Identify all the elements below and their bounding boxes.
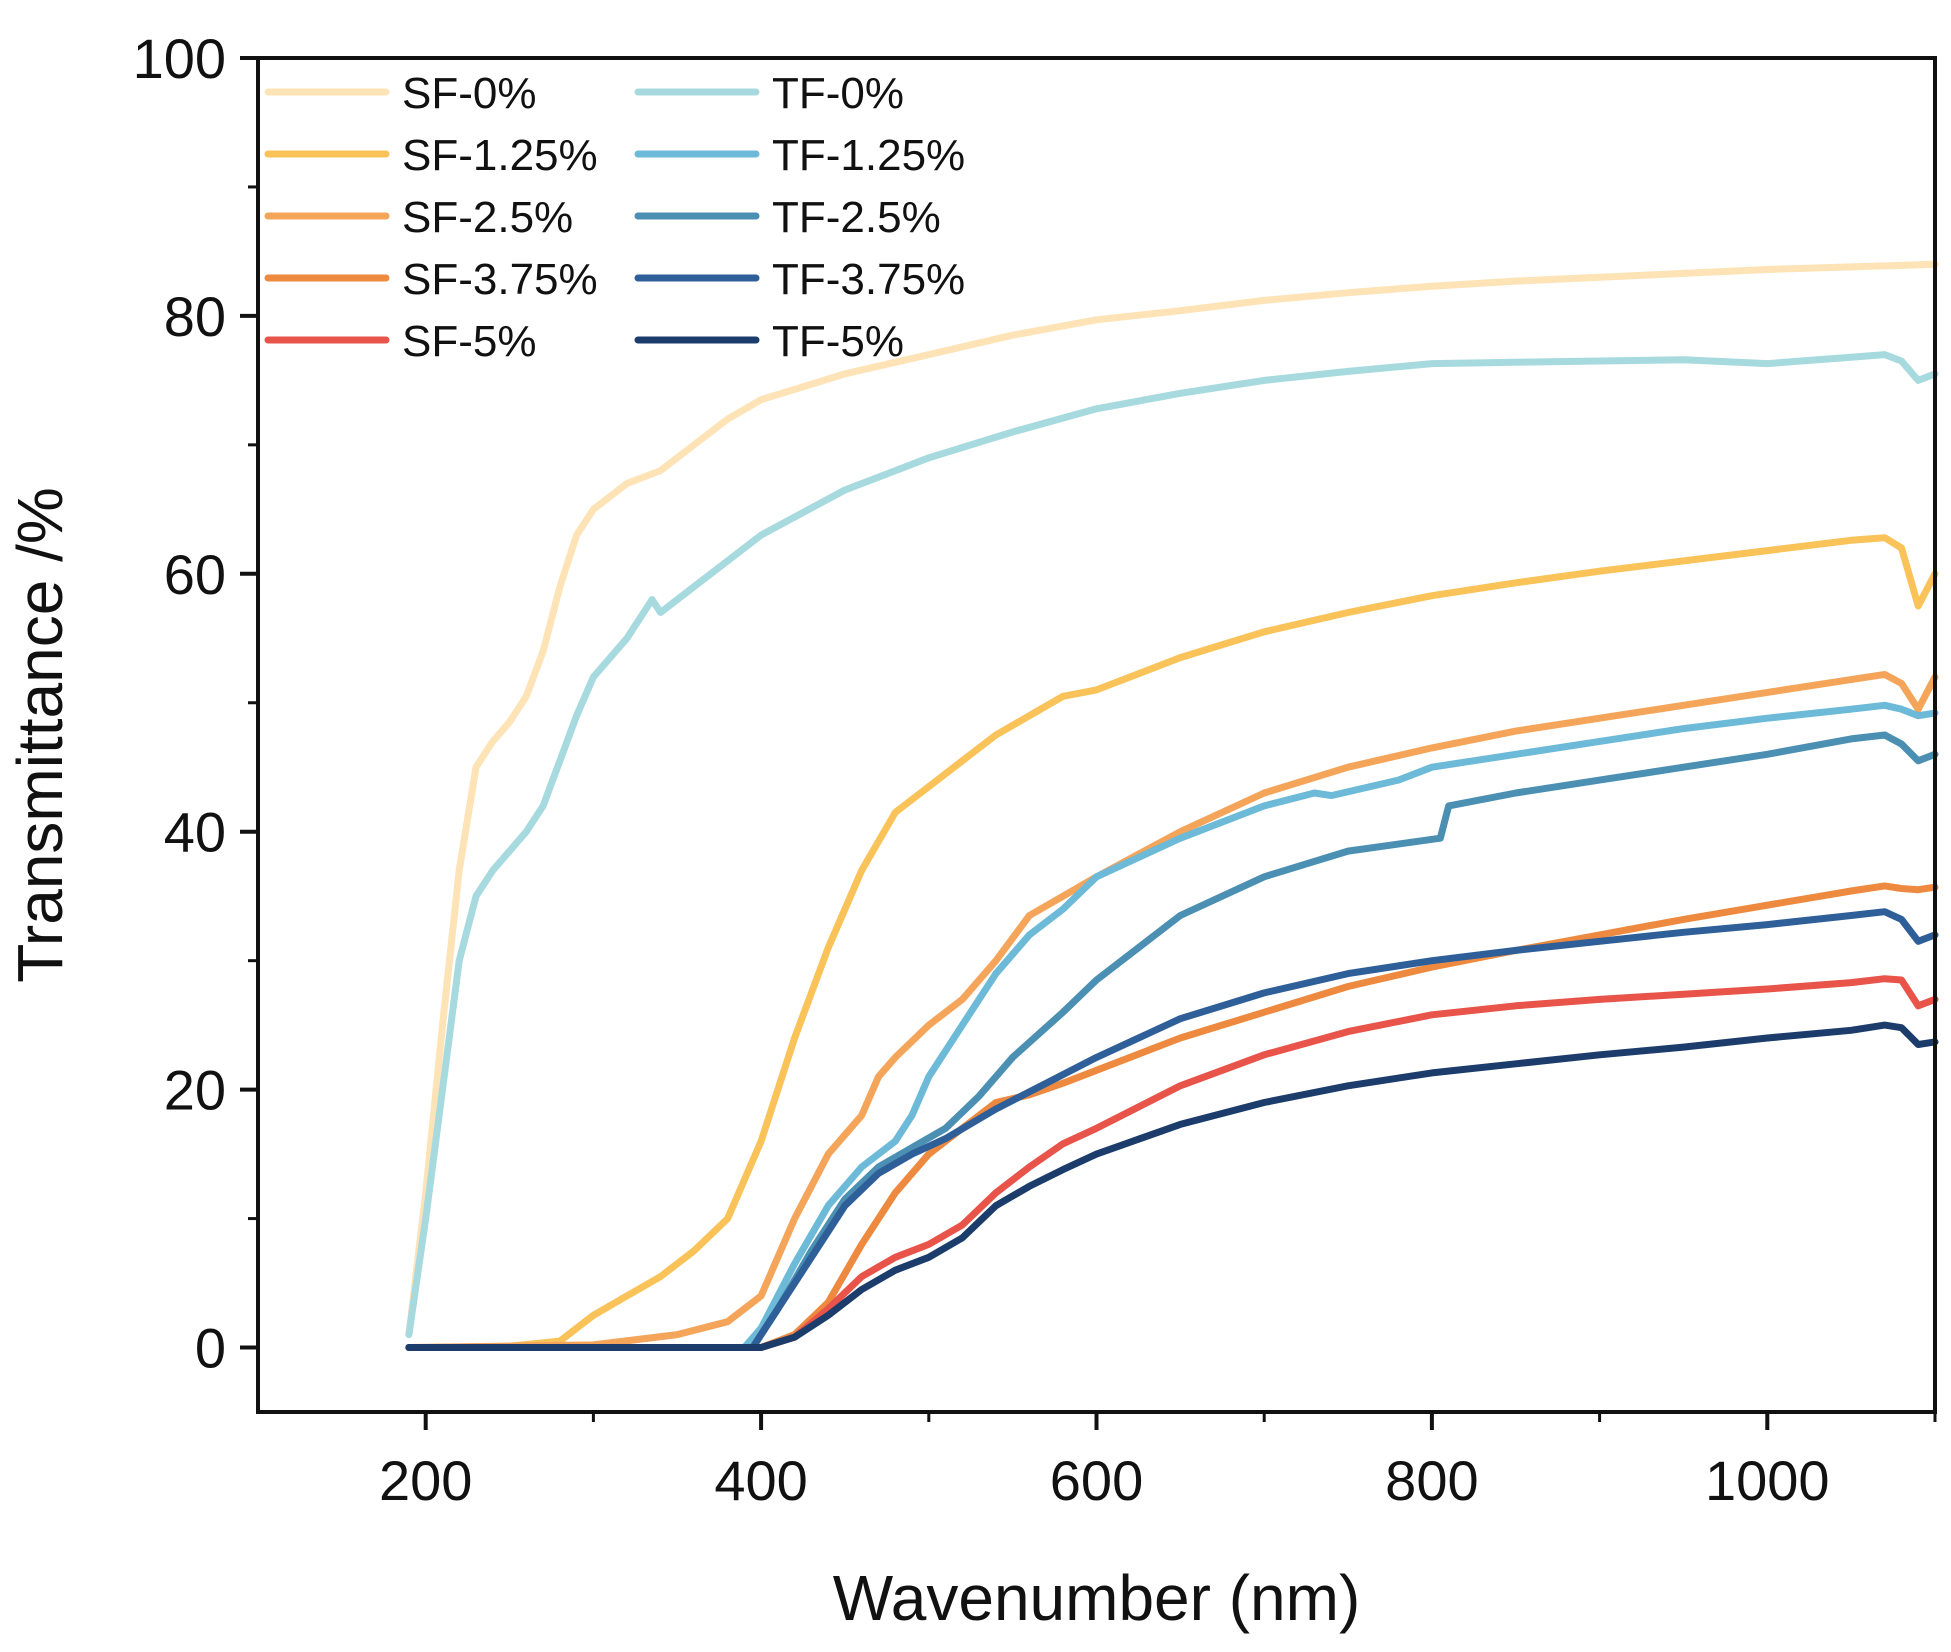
legend-label: TF-5% <box>772 317 904 366</box>
series-line-sf-0 <box>405 260 1939 1339</box>
legend-label: SF-3.75% <box>402 255 598 304</box>
y-tick-label: 40 <box>164 801 226 864</box>
legend-label: TF-0% <box>772 69 904 118</box>
legend-item: SF-0% <box>264 69 536 118</box>
y-axis-title: Transmittance /% <box>4 487 76 983</box>
legend-item: TF-0% <box>634 69 904 118</box>
tick-layer: 200 400 600 800 1000 0 20 40 60 80 100 <box>133 27 1937 1512</box>
legend-item: TF-3.75% <box>634 255 965 304</box>
series-line-tf-2-5 <box>405 731 1939 1351</box>
legend-item: TF-2.5% <box>634 193 941 242</box>
series-line-tf-5 <box>405 1021 1939 1351</box>
y-tick-label: 0 <box>195 1317 226 1380</box>
legend-label: SF-1.25% <box>402 131 598 180</box>
legend-label: SF-0% <box>402 69 536 118</box>
series-line-tf-3-75 <box>405 908 1939 1351</box>
legend-item: SF-3.75% <box>264 255 598 304</box>
y-tick-label: 80 <box>164 285 226 348</box>
series-line-tf-0 <box>405 351 1939 1339</box>
x-tick-label: 800 <box>1385 1449 1478 1512</box>
legend-label: TF-1.25% <box>772 131 965 180</box>
legend-item: SF-2.5% <box>264 193 573 242</box>
series-line-sf-5 <box>405 975 1939 1351</box>
y-tick-label: 20 <box>164 1059 226 1122</box>
y-tick-label: 100 <box>133 27 226 90</box>
x-tick-label: 200 <box>379 1449 472 1512</box>
legend-item: TF-5% <box>634 317 904 366</box>
x-axis-title: Wavenumber (nm) <box>833 1562 1361 1634</box>
series-layer <box>405 260 1939 1351</box>
legend-item: SF-5% <box>264 317 536 366</box>
legend-label: SF-2.5% <box>402 193 573 242</box>
legend: SF-0% SF-1.25% SF-2.5% SF-3.75% SF-5% TF-0% TF… <box>264 69 965 366</box>
y-tick-label: 60 <box>164 543 226 606</box>
x-tick-label: 400 <box>714 1449 807 1512</box>
series-line-sf-1-25 <box>405 534 1939 1351</box>
legend-item: SF-1.25% <box>264 131 598 180</box>
legend-label: TF-2.5% <box>772 193 941 242</box>
series-line-sf-2-5 <box>405 670 1939 1351</box>
legend-label: SF-5% <box>402 317 536 366</box>
legend-label: TF-3.75% <box>772 255 965 304</box>
legend-item: TF-1.25% <box>634 131 965 180</box>
series-line-tf-1-25 <box>405 701 1939 1351</box>
x-tick-label: 600 <box>1050 1449 1143 1512</box>
series-line-sf-3-75 <box>405 882 1939 1351</box>
x-tick-label: 1000 <box>1705 1449 1830 1512</box>
